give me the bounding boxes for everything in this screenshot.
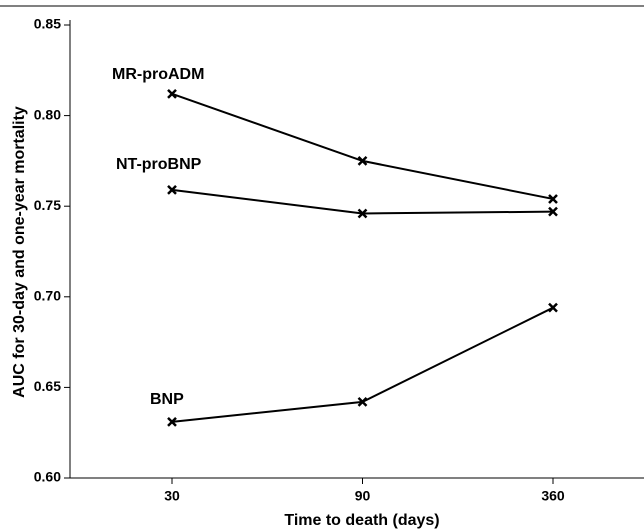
point-marker [167,88,177,99]
y-tick-label: 0.85 [34,16,61,32]
point-marker [167,416,177,427]
point-marker [548,206,558,217]
y-axis-title: AUC for 30-day and one-year mortality [11,106,28,398]
series-line [171,188,554,215]
x-tick-label: 360 [541,488,565,504]
point-marker [548,194,558,204]
y-tick-label: 0.75 [34,197,61,213]
point-marker [357,156,368,166]
point-marker [357,397,368,407]
series-label: NT-proBNP [116,156,202,173]
point-marker [167,185,177,195]
series-label: MR-proADM [112,66,204,83]
y-tick-label: 0.70 [34,288,61,304]
y-tick-label: 0.65 [34,378,61,394]
x-axis-title: Time to death (days) [284,512,439,529]
x-tick-label: 30 [164,488,180,504]
series-label: BNP [150,391,184,408]
series-line [171,92,554,200]
x-tick-label: 90 [355,488,371,504]
series-line [171,306,554,423]
point-marker [548,302,558,313]
y-tick-label: 0.60 [34,469,61,485]
y-tick-label: 0.80 [34,106,61,122]
point-marker [357,208,368,219]
